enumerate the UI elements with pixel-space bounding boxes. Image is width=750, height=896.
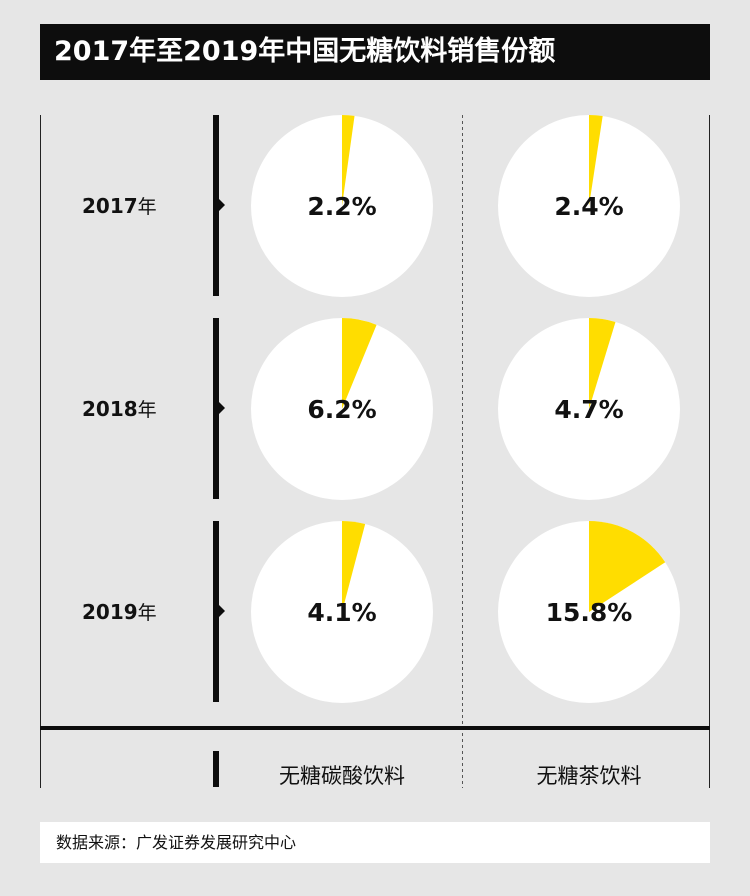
source-box: 数据来源：广发证券发展研究中心: [40, 822, 710, 863]
pie-value-label: 4.7%: [554, 395, 623, 424]
title-bar: 2017年至2019年中国无糖饮料销售份额: [40, 24, 710, 80]
row-arrow-2017: [219, 199, 225, 211]
year-value: 2017: [82, 194, 138, 218]
chart-title: 2017年至2019年中国无糖饮料销售份额: [54, 36, 556, 67]
pie-value-label: 4.1%: [307, 598, 376, 627]
legend-bar: [213, 751, 219, 787]
column-label-carbonated: 无糖碳酸饮料: [279, 764, 405, 788]
pie-slice: [589, 115, 603, 206]
year-label-2019: 2019年: [82, 598, 192, 625]
row-bar-2019: [213, 521, 219, 702]
pie-slice: [342, 115, 355, 206]
year-suffix: 年: [137, 399, 157, 421]
pie-value-label: 2.4%: [554, 192, 623, 221]
pie-slice: [342, 318, 377, 409]
row-bar-2018: [213, 318, 219, 499]
row-bar-2017: [213, 115, 219, 296]
year-suffix: 年: [137, 196, 157, 218]
year-label-2017: 2017年: [82, 192, 192, 219]
pie-slice: [589, 520, 666, 612]
year-label-2018: 2018年: [82, 395, 192, 422]
pie-value-label: 15.8%: [546, 598, 633, 627]
pie-slice: [342, 521, 366, 612]
row-arrow-2019: [219, 605, 225, 617]
year-value: 2019: [82, 600, 138, 624]
year-suffix: 年: [137, 602, 157, 624]
pie-value-label: 2.2%: [307, 192, 376, 221]
column-label-tea: 无糖茶饮料: [536, 764, 642, 788]
row-arrow-2018: [219, 402, 225, 414]
source-note: 数据来源：广发证券发展研究中心: [56, 833, 297, 852]
pie-slice: [589, 318, 616, 409]
year-value: 2018: [82, 397, 138, 421]
pie-value-label: 6.2%: [307, 395, 376, 424]
